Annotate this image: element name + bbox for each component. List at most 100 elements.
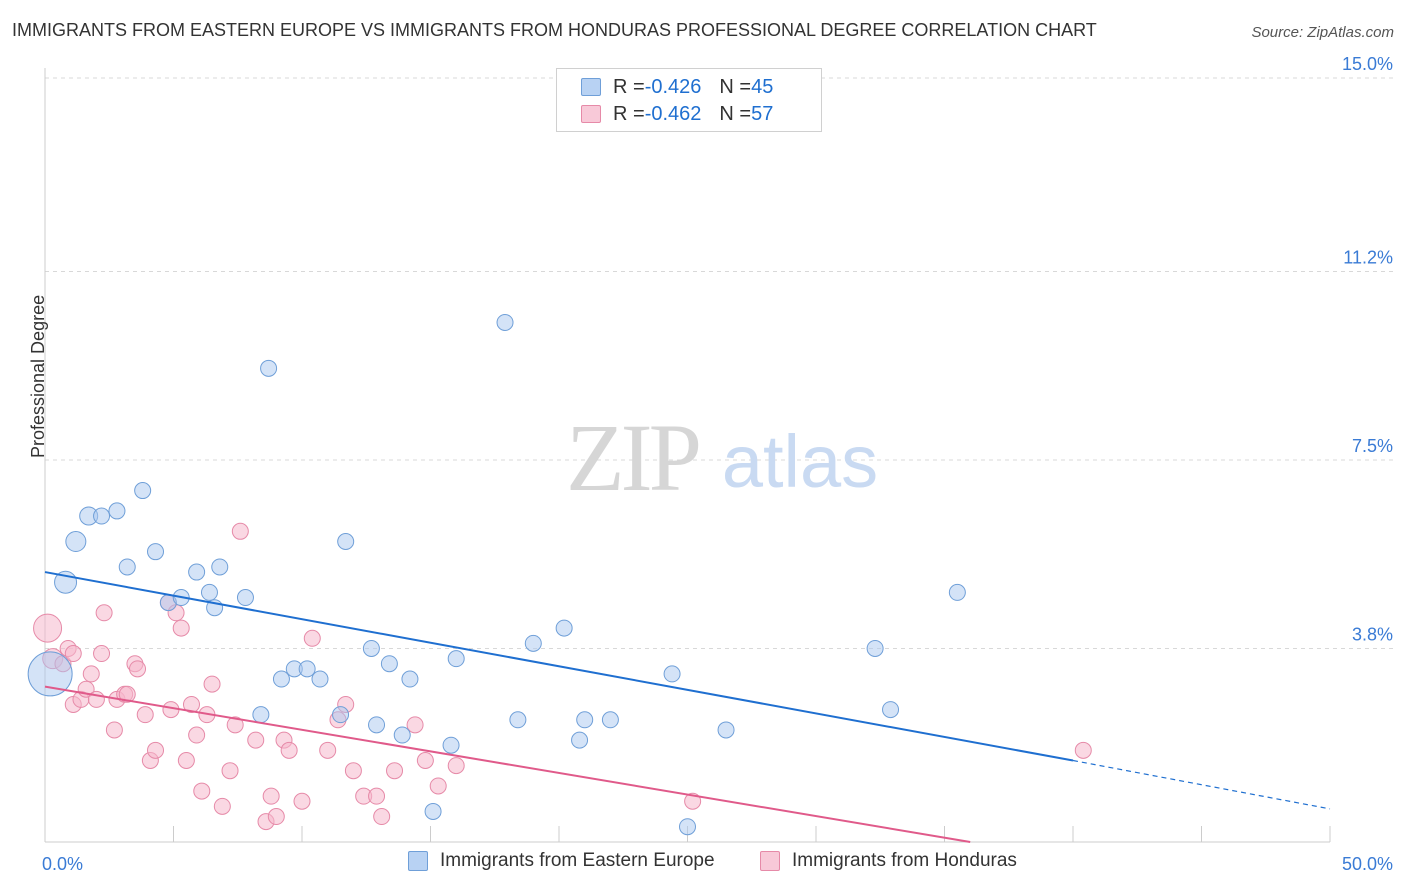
- watermark: ZIP atlas: [566, 404, 878, 511]
- data-point-eastern-europe: [717, 721, 735, 739]
- data-point-honduras: [203, 675, 221, 693]
- data-point-honduras: [1074, 741, 1092, 759]
- data-point-honduras: [319, 741, 337, 759]
- data-point-eastern-europe: [601, 711, 619, 729]
- data-point-honduras: [231, 522, 249, 540]
- data-point-eastern-europe: [368, 716, 386, 734]
- data-point-eastern-europe: [866, 639, 884, 657]
- data-point-eastern-europe: [509, 711, 527, 729]
- series-eastern-europe-points: [27, 313, 966, 836]
- trend-line-eastern-europe-extension: [1072, 759, 1331, 810]
- data-point-honduras: [267, 808, 285, 826]
- data-point-honduras: [188, 726, 206, 744]
- data-point-eastern-europe: [442, 736, 460, 754]
- data-point-honduras: [118, 685, 136, 703]
- data-point-eastern-europe: [663, 665, 681, 683]
- y-tick-label: 7.5%: [1352, 436, 1393, 456]
- legend-r-value: -0.462: [644, 102, 702, 125]
- grid-lines: [45, 77, 1395, 649]
- data-point-eastern-europe: [576, 711, 594, 729]
- data-point-honduras: [93, 645, 111, 663]
- data-point-honduras: [386, 762, 404, 780]
- data-point-eastern-europe: [200, 583, 218, 601]
- data-point-honduras: [213, 797, 231, 815]
- data-point-honduras: [406, 716, 424, 734]
- data-point-eastern-europe: [401, 670, 419, 688]
- legend-r-label: R =: [613, 102, 645, 125]
- y-tick-label: 11.2%: [1343, 248, 1393, 268]
- data-point-eastern-europe: [948, 583, 966, 601]
- trend-lines: [44, 571, 1331, 843]
- x-tick-label: 0.0%: [42, 854, 83, 874]
- legend-item-eastern-europe[interactable]: Immigrants from Eastern Europe: [408, 850, 715, 872]
- data-point-honduras: [182, 695, 200, 713]
- data-point-eastern-europe: [571, 731, 589, 749]
- series-legend: Immigrants from Eastern Europe Immigrant…: [0, 850, 1406, 878]
- data-point-honduras: [416, 752, 434, 770]
- legend-item-honduras[interactable]: Immigrants from Honduras: [760, 850, 1017, 872]
- data-point-eastern-europe: [393, 726, 411, 744]
- data-point-eastern-europe: [555, 619, 573, 637]
- legend-row-honduras: R = -0.462 N = 57: [581, 102, 773, 126]
- data-point-honduras: [262, 787, 280, 805]
- data-point-honduras: [95, 604, 113, 622]
- data-point-honduras: [147, 741, 165, 759]
- source-label: Source: ZipAtlas.com: [1251, 24, 1394, 41]
- tick-labels: 3.8% 7.5% 11.2% 15.0% 0.0% 50.0%: [42, 54, 1393, 874]
- data-point-honduras: [82, 665, 100, 683]
- data-point-honduras: [33, 613, 63, 643]
- data-point-eastern-europe: [679, 818, 696, 836]
- trend-line-eastern-europe: [44, 571, 1074, 762]
- legend-swatch-honduras: [760, 851, 780, 871]
- data-point-eastern-europe: [298, 660, 316, 678]
- y-axis-label: Professional Degree: [28, 294, 48, 458]
- legend-label-eastern-europe: Immigrants from Eastern Europe: [440, 850, 715, 871]
- data-point-eastern-europe: [27, 651, 73, 697]
- data-point-eastern-europe: [65, 530, 87, 552]
- data-point-eastern-europe: [260, 359, 278, 377]
- data-point-honduras: [368, 787, 386, 805]
- data-point-honduras: [177, 752, 195, 770]
- legend-swatch-honduras: [581, 105, 601, 123]
- data-point-honduras: [226, 716, 244, 734]
- data-point-honduras: [684, 792, 702, 810]
- data-point-eastern-europe: [147, 543, 165, 561]
- data-point-honduras: [344, 762, 362, 780]
- legend-n-label: N =: [719, 102, 752, 125]
- data-point-eastern-europe: [380, 655, 398, 673]
- data-point-honduras: [193, 782, 211, 800]
- chart-title: IMMIGRANTS FROM EASTERN EUROPE VS IMMIGR…: [12, 20, 1097, 40]
- legend-r-value: -0.426: [644, 75, 702, 98]
- data-point-eastern-europe: [211, 558, 229, 576]
- data-point-eastern-europe: [188, 563, 206, 581]
- data-point-eastern-europe: [134, 482, 152, 500]
- data-point-eastern-europe: [108, 502, 126, 520]
- data-point-honduras: [136, 706, 154, 724]
- data-point-eastern-europe: [424, 802, 442, 820]
- legend-swatch-eastern-europe: [581, 78, 601, 96]
- data-point-honduras: [105, 721, 123, 739]
- legend-n-label: N =: [719, 75, 752, 98]
- legend-swatch-eastern-europe: [408, 851, 428, 871]
- data-point-honduras: [280, 741, 298, 759]
- data-point-eastern-europe: [236, 589, 254, 607]
- watermark-atlas: atlas: [722, 420, 878, 503]
- data-point-eastern-europe: [272, 670, 290, 688]
- data-point-honduras: [293, 792, 311, 810]
- y-tick-label: 15.0%: [1342, 54, 1393, 74]
- data-point-honduras: [373, 808, 391, 826]
- legend-row-eastern-europe: R = -0.426 N = 45: [581, 75, 773, 99]
- data-point-eastern-europe: [447, 650, 465, 668]
- y-tick-label: 3.8%: [1352, 624, 1393, 644]
- data-point-eastern-europe: [252, 706, 270, 724]
- data-point-eastern-europe: [337, 532, 355, 550]
- data-point-eastern-europe: [882, 701, 900, 719]
- data-point-eastern-europe: [524, 634, 542, 652]
- data-point-honduras: [129, 660, 147, 678]
- data-point-honduras: [172, 619, 190, 637]
- x-tick-label: 50.0%: [1342, 854, 1393, 874]
- data-point-honduras: [429, 777, 447, 795]
- watermark-zip: ZIP: [566, 404, 699, 511]
- data-point-honduras: [447, 757, 465, 775]
